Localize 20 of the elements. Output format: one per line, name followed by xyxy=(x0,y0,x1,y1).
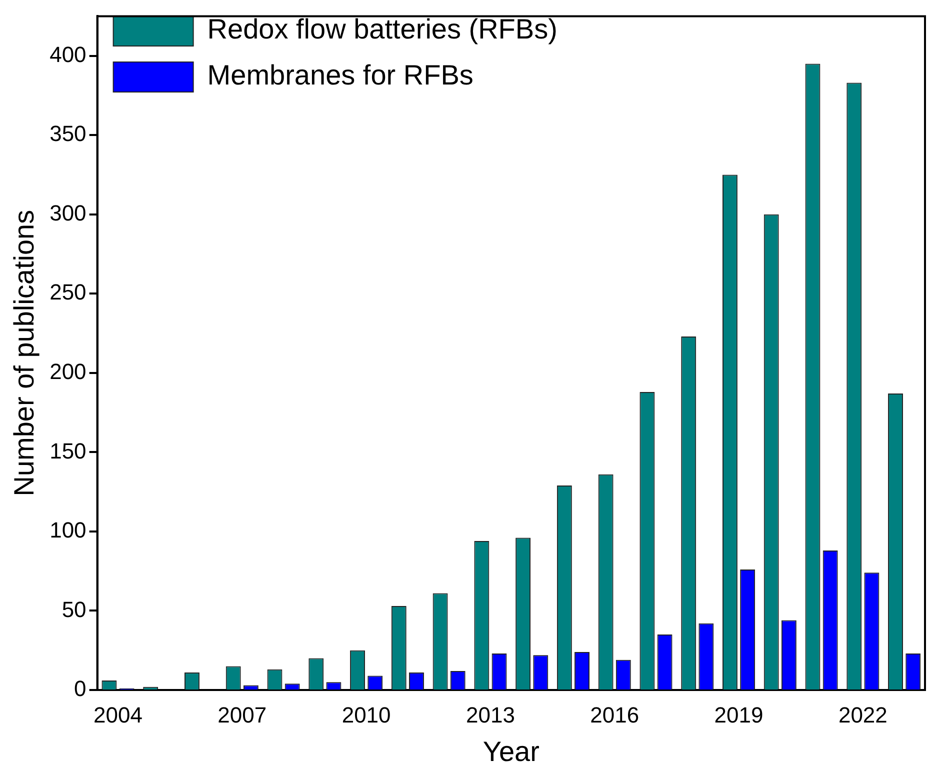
y-tick-label: 0 xyxy=(74,676,86,702)
y-tick-label: 200 xyxy=(50,358,86,384)
x-tick-label: 2022 xyxy=(838,702,888,728)
x-tick-label: 2019 xyxy=(714,702,764,728)
legend-label: Membranes for RFBs xyxy=(207,60,474,91)
y-tick-label: 250 xyxy=(50,280,86,305)
x-tick-label: 2007 xyxy=(218,702,267,728)
x-tick-label: 2016 xyxy=(590,702,640,728)
y-tick-label: 300 xyxy=(50,200,86,226)
x-axis-title: Year xyxy=(482,736,540,767)
y-tick-label: 50 xyxy=(62,596,86,622)
y-tick-label: 350 xyxy=(50,121,86,146)
y-tick-label: 100 xyxy=(50,518,86,543)
x-tick-label: 2013 xyxy=(466,702,515,728)
y-axis-title: Number of publications xyxy=(8,210,40,496)
legend-label: Redox flow batteries (RFBs) xyxy=(207,14,558,45)
x-tick-label: 2004 xyxy=(94,702,142,728)
y-tick-label: 400 xyxy=(50,42,86,67)
y-tick-label: 150 xyxy=(50,438,86,464)
x-tick-label: 2010 xyxy=(342,702,391,728)
